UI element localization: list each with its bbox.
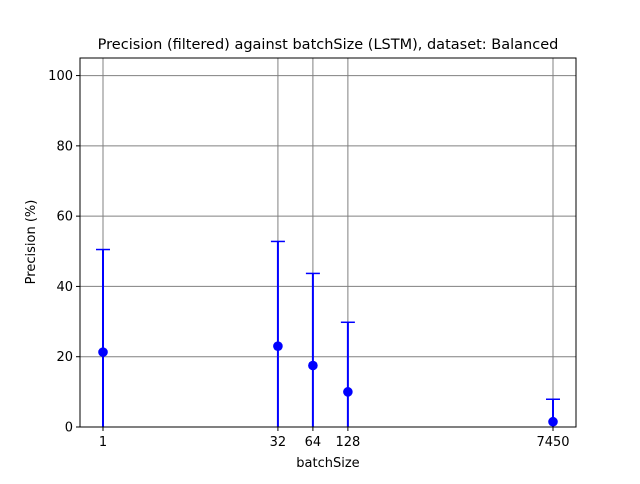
y-axis: 0 20 40 60 80 100 [48, 69, 80, 436]
data-point [548, 416, 558, 427]
x-tick-label: 128 [335, 435, 360, 450]
x-tick-label: 7450 [536, 435, 569, 450]
y-tick-label: 40 [56, 280, 73, 295]
x-tick-label: 64 [305, 435, 322, 450]
y-tick-label: 20 [56, 350, 73, 365]
y-tick-label: 100 [48, 69, 73, 84]
y-tick-label: 80 [56, 139, 73, 154]
data-points [98, 341, 558, 427]
data-point [98, 347, 108, 357]
error-bars [96, 240, 560, 427]
y-tick-label: 60 [56, 210, 73, 225]
data-point [273, 341, 283, 351]
x-axis: 1 32 64 128 7450 [99, 427, 570, 450]
x-tick-label: 32 [270, 435, 287, 450]
x-tick-label: 1 [99, 435, 107, 450]
plot-frame [79, 57, 577, 428]
x-axis-label: batchSize [296, 456, 359, 471]
y-tick-label: 0 [65, 421, 73, 436]
chart-title: Precision (filtered) against batchSize (… [98, 37, 559, 53]
data-point [308, 360, 318, 371]
y-axis-label: Precision (%) [24, 200, 39, 285]
data-point [343, 387, 353, 397]
